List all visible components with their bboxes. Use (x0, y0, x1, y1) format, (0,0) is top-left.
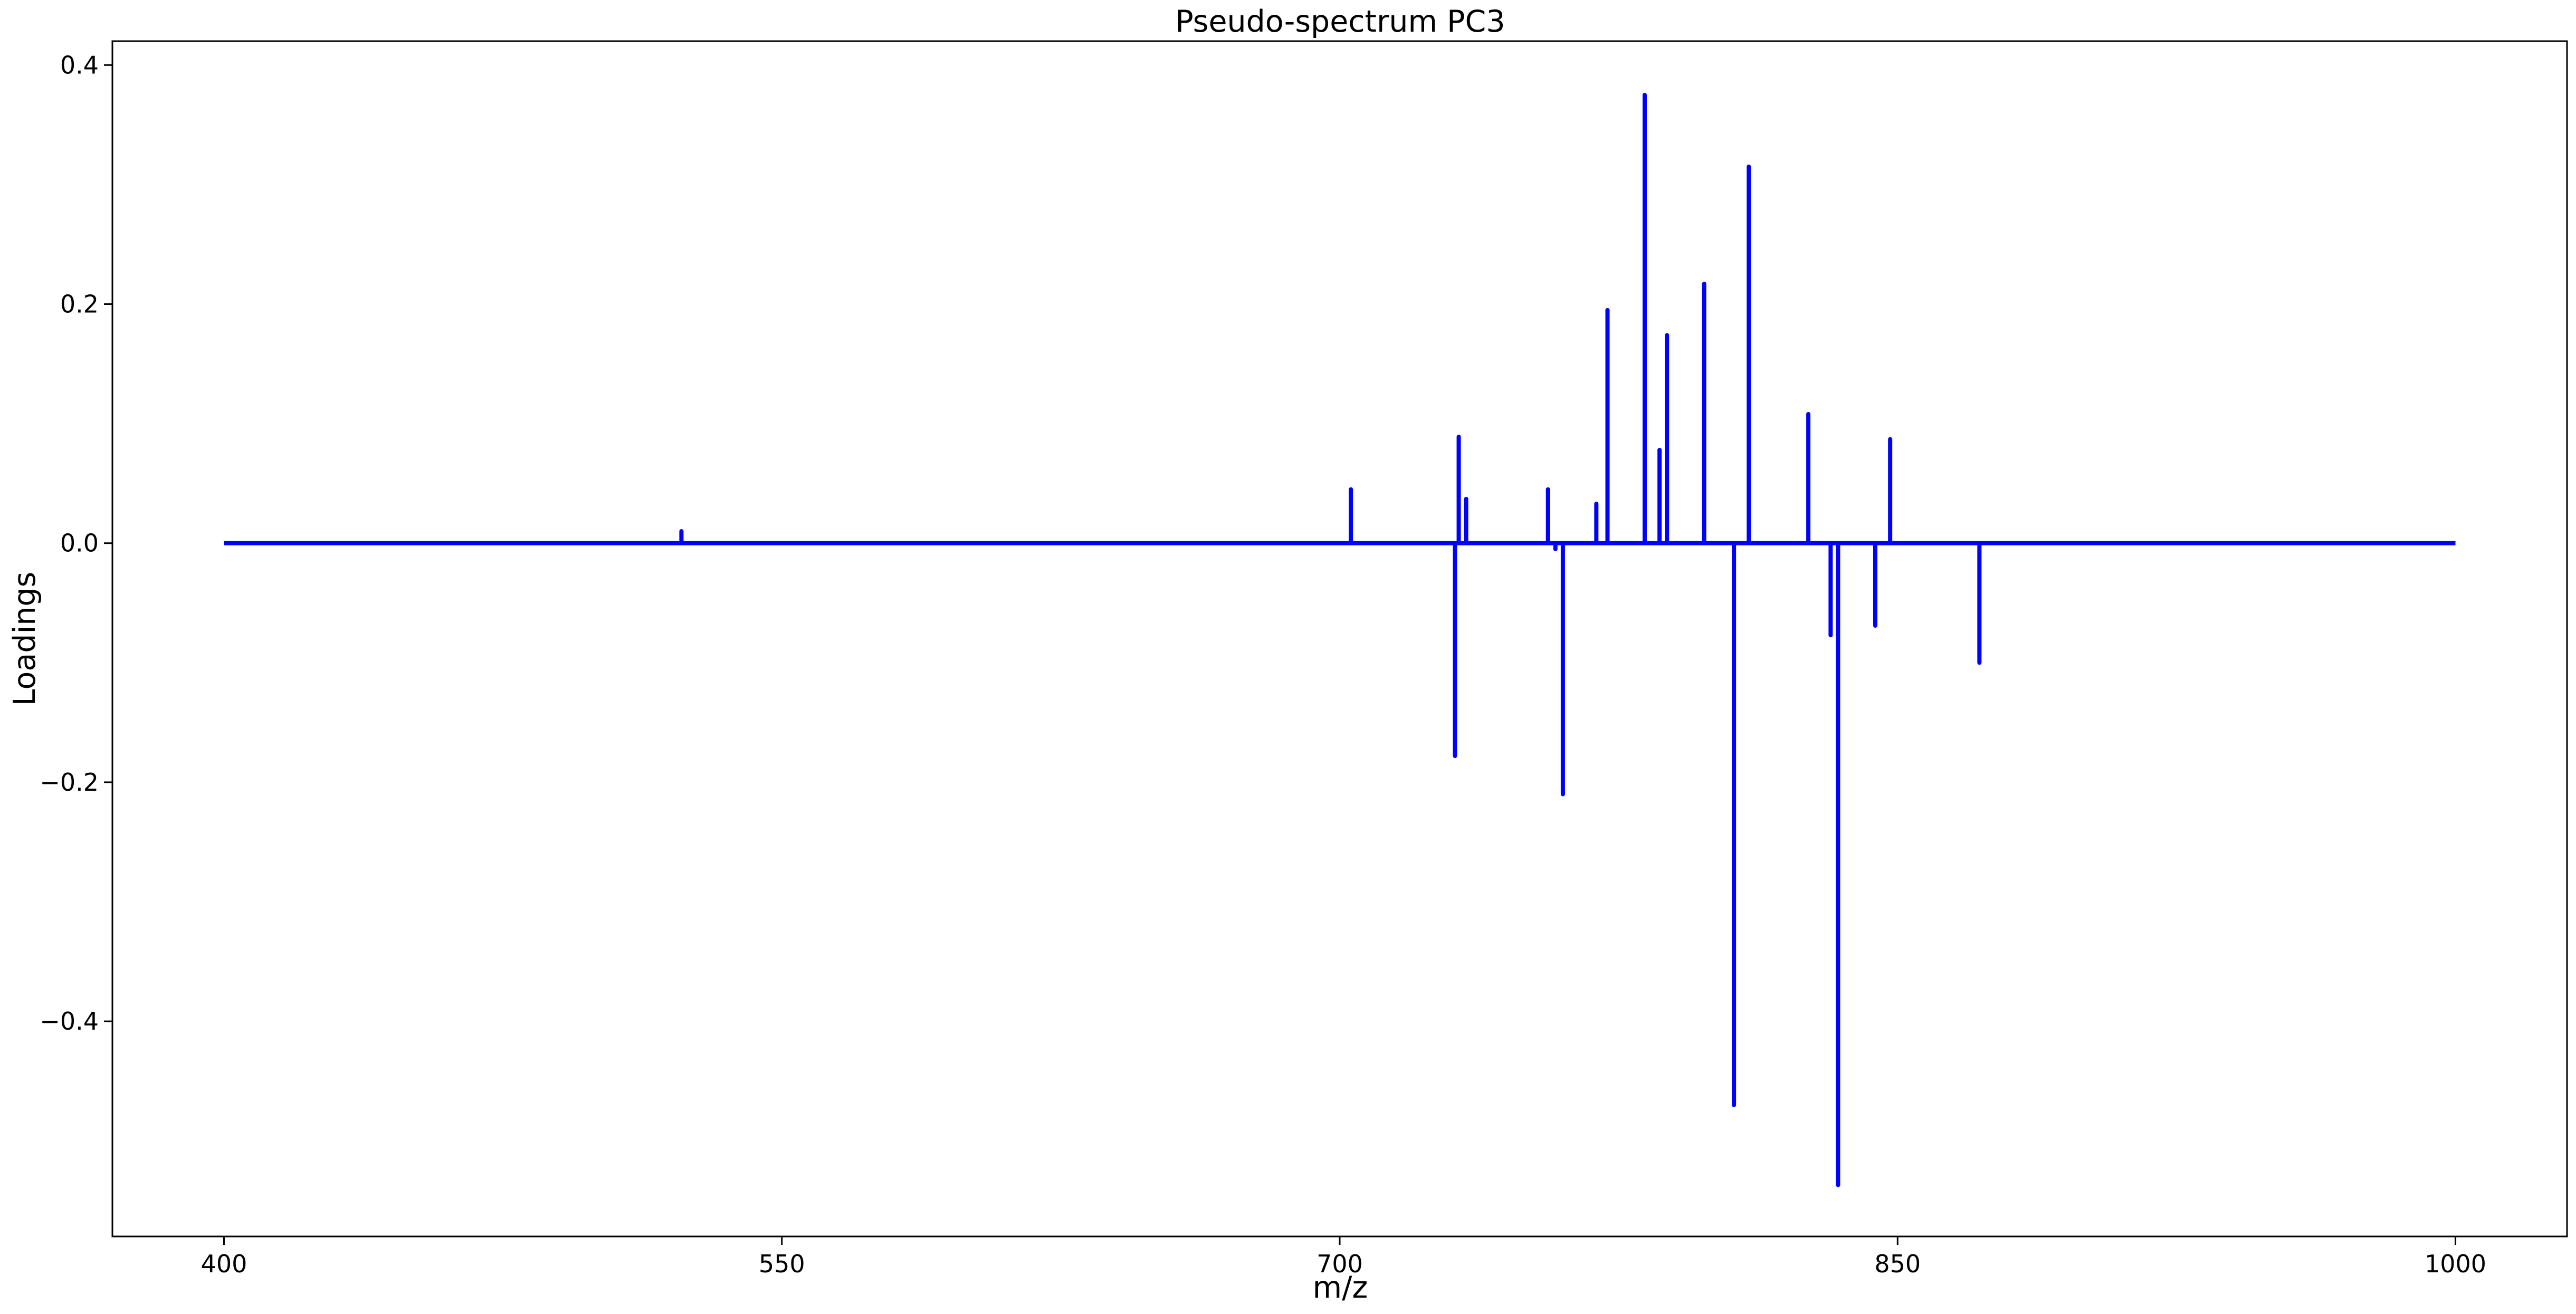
plot-area (224, 92, 2456, 1187)
chart-title: Pseudo-spectrum PC3 (1175, 4, 1505, 39)
y-tick-label-0: 0.4 (60, 51, 99, 79)
x-axis: 400 550 700 850 1000 (201, 1236, 2486, 1278)
y-tick-label-1: 0.2 (60, 290, 99, 319)
axes-frame (111, 40, 2568, 1238)
y-tick-label-3: −0.2 (40, 768, 99, 797)
x-tick-label-2: 700 (1316, 1250, 1363, 1278)
x-axis-label: m/z (1313, 1270, 1368, 1305)
x-tick-label-3: 850 (1874, 1250, 1921, 1278)
x-tick-label-0: 400 (201, 1250, 247, 1278)
y-tick-label-4: −0.4 (40, 1007, 99, 1035)
x-tick-label-4: 1000 (2425, 1250, 2486, 1278)
y-axis: 0.4 0.2 0.0 −0.2 −0.4 (40, 51, 112, 1035)
y-tick-label-2: 0.0 (60, 529, 99, 558)
x-tick-label-1: 550 (759, 1250, 805, 1278)
y-axis-label: Loadings (7, 572, 42, 706)
